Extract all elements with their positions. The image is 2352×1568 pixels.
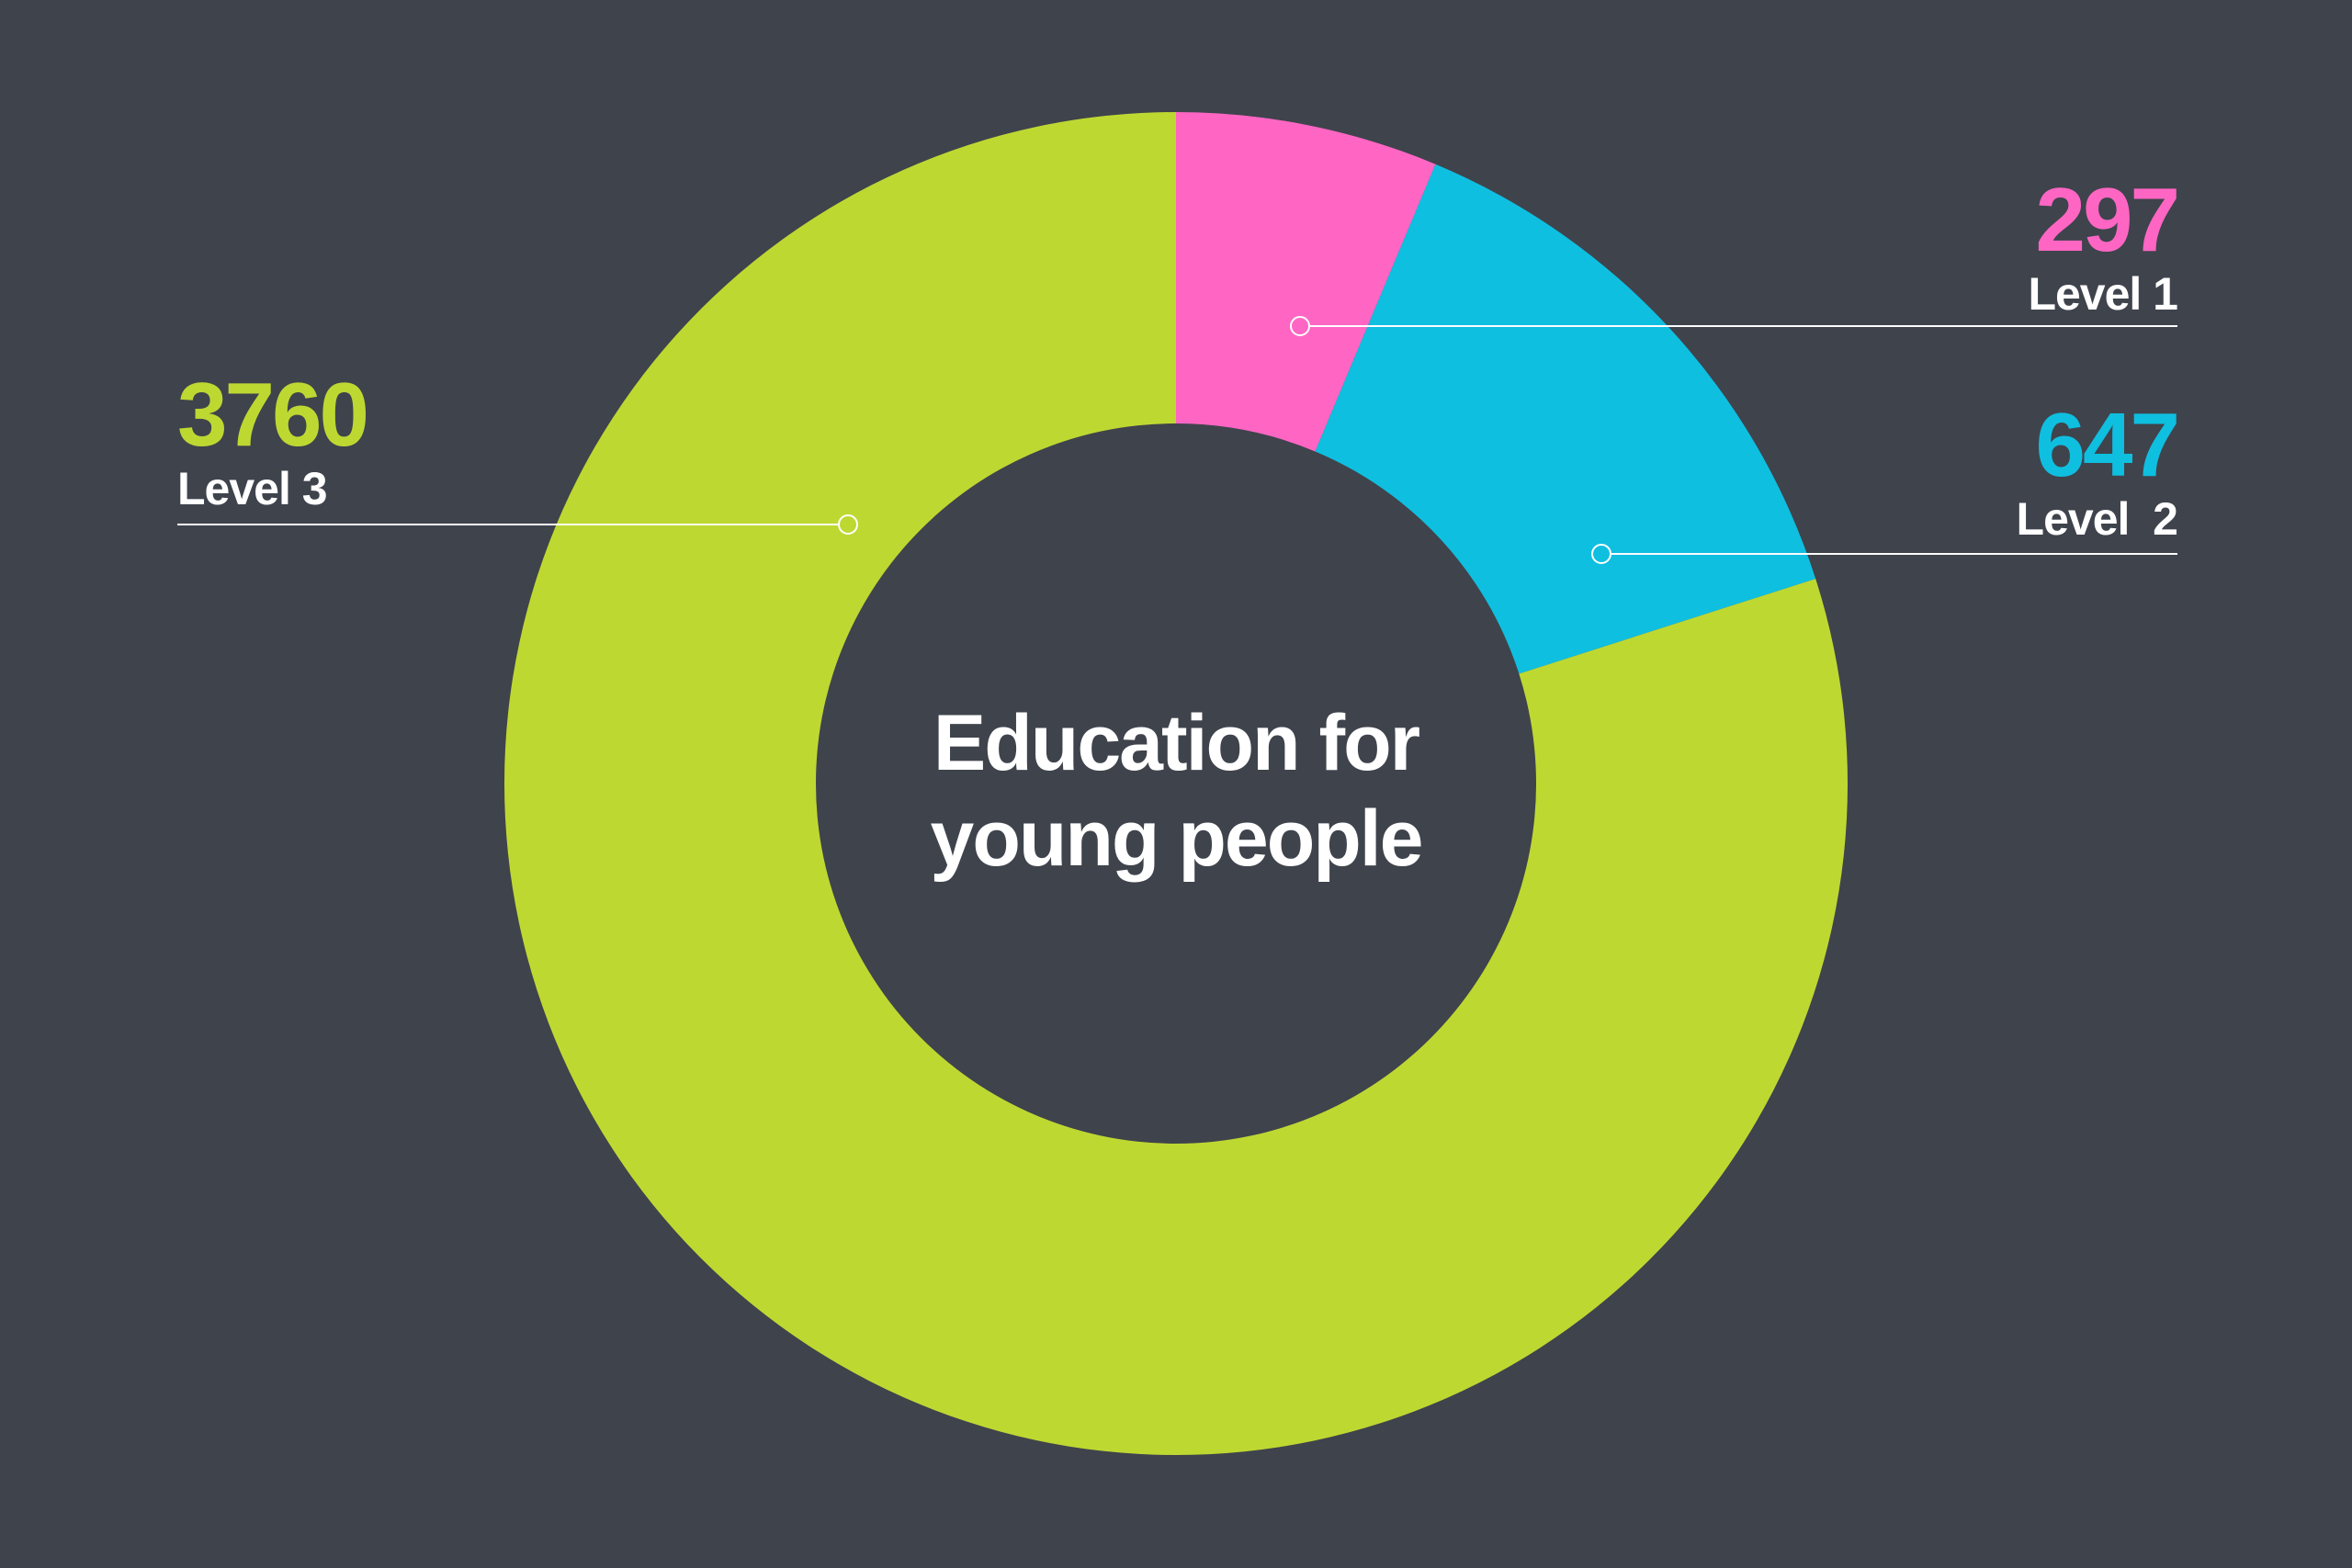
leaders-group [177, 316, 2177, 564]
category-label-level-2: Level 2 [2017, 493, 2177, 545]
chart-title-line-1: Education for [933, 699, 1420, 787]
leader-dot-2 [1591, 544, 1611, 564]
slices-group [504, 112, 1849, 1456]
leader-dot-1 [1290, 316, 1310, 336]
value-label-level-1: 297 [2035, 169, 2177, 270]
category-label-level-1: Level 1 [2028, 268, 2177, 320]
value-label-level-2: 647 [2035, 394, 2177, 495]
value-label-level-3: 3760 [177, 364, 367, 465]
category-label-level-3: Level 3 [177, 463, 327, 514]
chart-title-line-2: young people [931, 795, 1422, 883]
slice-level-3 [504, 112, 1849, 1456]
slice-level-2 [1315, 164, 1816, 674]
slice-level-1 [1176, 112, 1436, 452]
leader-dot-3 [838, 514, 858, 535]
